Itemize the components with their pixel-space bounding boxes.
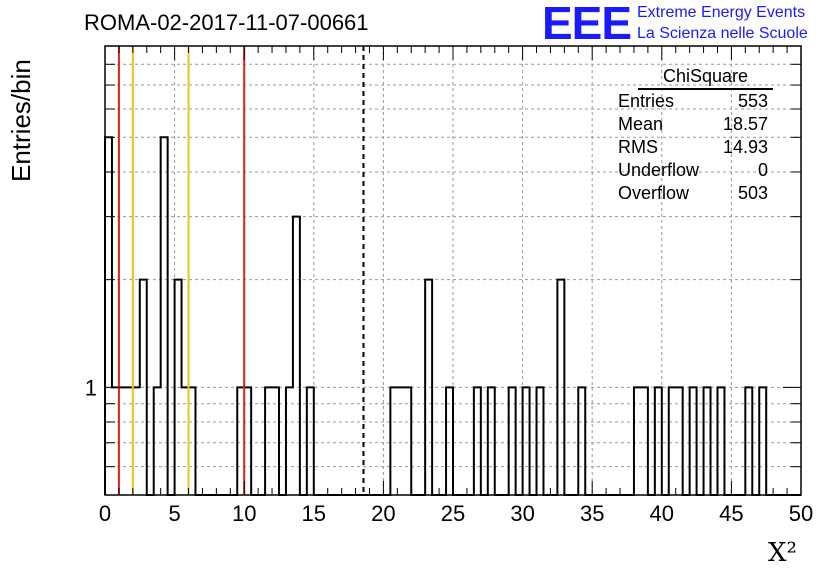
y-tick-label: 1	[85, 375, 97, 400]
axis-ticks	[104, 45, 802, 495]
stats-box: ChiSquare Entries 553 Mean 18.57 RMS 14.…	[608, 66, 776, 205]
stats-label: Underflow	[618, 160, 700, 180]
stats-row: Entries 553	[608, 90, 776, 113]
eee-logo: EEE	[542, 0, 632, 49]
axis-tick-labels: 0 5 10 15 20 25 30 35 40 45 50 1	[85, 375, 813, 526]
x-tick-label: 50	[789, 501, 813, 526]
stats-value: 18.57	[722, 114, 768, 134]
x-tick-label: 40	[650, 501, 674, 526]
x-tick-label: 35	[580, 501, 604, 526]
stats-row: Overflow 503	[608, 182, 776, 205]
x-tick-label: 30	[510, 501, 534, 526]
stats-row: Mean 18.57	[608, 113, 776, 136]
x-tick-label: 20	[371, 501, 395, 526]
stats-label: RMS	[618, 137, 658, 157]
stats-value: 0	[757, 160, 768, 180]
reference-lines	[117, 46, 365, 495]
x-tick-label: 25	[441, 501, 465, 526]
x-tick-label: 15	[302, 501, 326, 526]
stats-label: Entries	[618, 91, 675, 111]
logo-line-1: Extreme Energy Events	[637, 4, 806, 21]
y-axis-label: Entries/bin	[6, 59, 36, 182]
stats-value: 14.93	[722, 137, 768, 157]
stats-label: Overflow	[618, 183, 690, 203]
logo-line-2: La Scienza nelle Scuole	[637, 25, 808, 42]
x-axis-label: X²	[768, 538, 797, 568]
x-tick-label: 45	[719, 501, 743, 526]
stats-row: RMS 14.93	[608, 136, 776, 159]
x-tick-label: 5	[168, 501, 180, 526]
chart-title: ROMA-02-2017-11-07-00661	[84, 10, 369, 35]
stats-value: 503	[737, 183, 768, 203]
stats-title: ChiSquare	[638, 66, 773, 90]
stats-label: Mean	[618, 114, 664, 134]
x-tick-label: 10	[232, 501, 256, 526]
stats-value: 553	[737, 91, 768, 111]
x-tick-label: 0	[99, 501, 111, 526]
stats-row: Underflow 0	[608, 159, 776, 182]
